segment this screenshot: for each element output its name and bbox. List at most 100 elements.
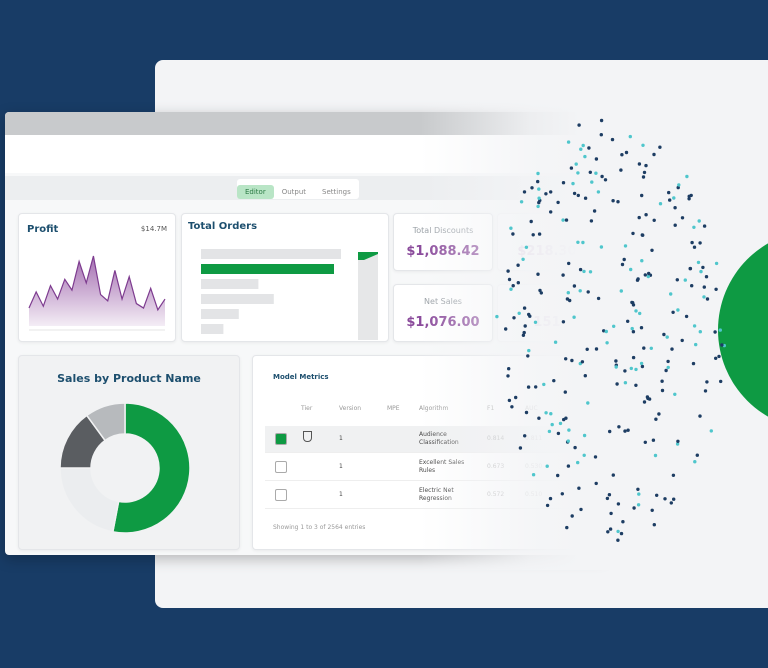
- dot: [658, 202, 663, 206]
- dot: [718, 328, 722, 332]
- dot: [673, 223, 677, 227]
- dot: [518, 446, 523, 450]
- dot: [619, 289, 623, 293]
- dot: [636, 277, 640, 281]
- dot: [561, 181, 566, 185]
- column-header: Version: [339, 405, 362, 412]
- dot: [522, 190, 527, 194]
- dot: [572, 191, 577, 196]
- dot: [511, 284, 515, 288]
- dot: [623, 244, 628, 248]
- dot: [604, 329, 608, 334]
- version: 1: [339, 463, 343, 470]
- dot: [675, 278, 679, 282]
- checkbox[interactable]: [275, 489, 287, 501]
- dot: [580, 360, 585, 364]
- dot: [628, 134, 632, 139]
- scroll-track: [358, 252, 378, 340]
- dot: [606, 530, 610, 534]
- dot: [663, 497, 667, 501]
- dot: [649, 346, 653, 350]
- dot: [558, 421, 563, 426]
- dot: [524, 245, 529, 249]
- dot: [687, 194, 691, 198]
- sales-card: Sales by Product Name: [18, 355, 240, 550]
- dot: [632, 506, 636, 510]
- dot: [536, 171, 540, 176]
- dot: [624, 150, 629, 155]
- dot: [536, 179, 540, 184]
- dot: [507, 367, 511, 371]
- dot: [692, 245, 697, 249]
- checkbox[interactable]: [275, 433, 287, 445]
- dot: [523, 324, 527, 328]
- dot: [701, 265, 705, 270]
- dot: [683, 278, 687, 282]
- dot: [717, 354, 721, 359]
- dot: [705, 380, 709, 384]
- card-title: Profit: [27, 224, 59, 235]
- dot: [509, 226, 513, 230]
- dot: [634, 367, 638, 372]
- dot: [643, 273, 647, 277]
- dot: [561, 320, 566, 324]
- scroll-thumb: [358, 252, 378, 260]
- dot: [583, 196, 588, 200]
- tab[interactable]: Editor: [237, 185, 274, 199]
- checkbox[interactable]: [275, 461, 287, 473]
- dot: [561, 273, 565, 277]
- dot: [611, 199, 615, 203]
- card-title: Total Orders: [188, 221, 258, 232]
- profit-area: [29, 256, 165, 326]
- dot: [602, 329, 606, 333]
- dot: [612, 324, 616, 328]
- dot: [619, 168, 623, 172]
- dot: [599, 245, 604, 249]
- dot: [642, 346, 646, 350]
- dot: [623, 369, 627, 373]
- order-bar: [201, 249, 341, 259]
- dot: [599, 133, 603, 137]
- tab-group: Editor Output Settings: [237, 179, 359, 199]
- dot: [629, 267, 633, 272]
- dot: [620, 153, 624, 157]
- fade-overlay: [420, 100, 620, 570]
- version: 1: [339, 491, 343, 498]
- dot: [630, 326, 634, 331]
- dot: [652, 152, 656, 157]
- green-circle: [718, 243, 768, 417]
- dot: [702, 295, 706, 299]
- dot: [524, 410, 529, 415]
- dot: [556, 200, 560, 205]
- dot: [536, 204, 540, 209]
- dot: [583, 154, 587, 159]
- dot: [645, 395, 650, 399]
- dot: [579, 147, 583, 151]
- dot: [600, 174, 604, 179]
- dot: [605, 341, 609, 345]
- dot: [688, 266, 693, 271]
- dot: [626, 319, 630, 323]
- dot: [705, 297, 710, 301]
- dot: [654, 417, 658, 421]
- dot: [639, 361, 644, 366]
- dot: [658, 145, 662, 149]
- profit-total: $14.7M: [140, 225, 167, 233]
- dot: [514, 395, 518, 400]
- dot: [665, 335, 669, 339]
- dot: [566, 464, 571, 468]
- donut-chart: [59, 402, 191, 534]
- dot: [566, 291, 570, 295]
- dot: [698, 330, 702, 334]
- dot: [605, 496, 610, 501]
- dot: [617, 425, 621, 429]
- tab[interactable]: Settings: [322, 188, 351, 196]
- dot: [534, 385, 538, 389]
- dot: [704, 275, 709, 279]
- tab[interactable]: Output: [281, 188, 307, 196]
- dot: [676, 185, 680, 190]
- dot: [671, 473, 676, 477]
- dot: [669, 292, 673, 296]
